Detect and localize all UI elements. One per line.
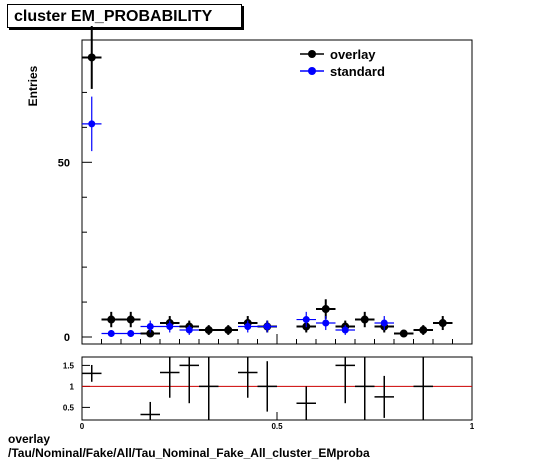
y-axis-label: Entries	[26, 65, 40, 106]
overlay-point	[438, 319, 447, 328]
standard-point	[341, 326, 349, 334]
y-tick-label: 0	[64, 332, 70, 344]
ratio-y-tick-label: 1	[70, 382, 75, 391]
ratio-x-tick-label: 0.5	[271, 422, 283, 430]
standard-point	[107, 330, 115, 338]
overlay-point	[204, 326, 213, 335]
main-frame	[81, 39, 473, 345]
ratio-x-tick-label: 1	[470, 422, 475, 430]
standard-point	[127, 330, 135, 338]
standard-point	[380, 319, 388, 327]
standard-point	[88, 120, 96, 128]
overlay-point	[87, 53, 96, 62]
standard-point	[166, 323, 174, 331]
ratio-x-tick-label: 0	[80, 422, 85, 430]
ratio-y-tick-label: 1.5	[63, 361, 75, 370]
overlay-point	[399, 329, 408, 338]
standard-point	[146, 323, 154, 331]
ratio-panel: 0.511.500.51cluster EM_PROBABILITY	[63, 356, 475, 430]
chart-title: cluster EM_PROBABILITY	[7, 4, 242, 28]
ratio-y-tick-label: 0.5	[63, 403, 75, 412]
overlay-point	[126, 315, 135, 324]
standard-point	[244, 323, 252, 331]
legend-marker-standard	[308, 67, 316, 75]
standard-point	[263, 323, 271, 331]
overlay-point	[224, 326, 233, 335]
overlay-point	[321, 305, 330, 314]
main-panel: 0 50 Entries overlay standard	[26, 26, 473, 345]
overlay-point	[146, 329, 155, 338]
legend-label-overlay: overlay	[330, 47, 376, 62]
standard-point	[302, 316, 310, 324]
footer-path: /Tau/Nominal/Fake/All/Tau_Nominal_Fake_A…	[8, 446, 370, 460]
footer-label: overlay	[8, 432, 51, 446]
overlay-point	[107, 315, 116, 324]
legend-label-standard: standard	[330, 64, 385, 79]
overlay-point	[360, 315, 369, 324]
standard-point	[322, 319, 330, 327]
overlay-point	[419, 326, 428, 335]
ratio-frame	[81, 356, 473, 421]
legend-marker-overlay	[308, 50, 316, 58]
y-tick-label: 50	[58, 157, 70, 169]
standard-point	[185, 326, 193, 334]
